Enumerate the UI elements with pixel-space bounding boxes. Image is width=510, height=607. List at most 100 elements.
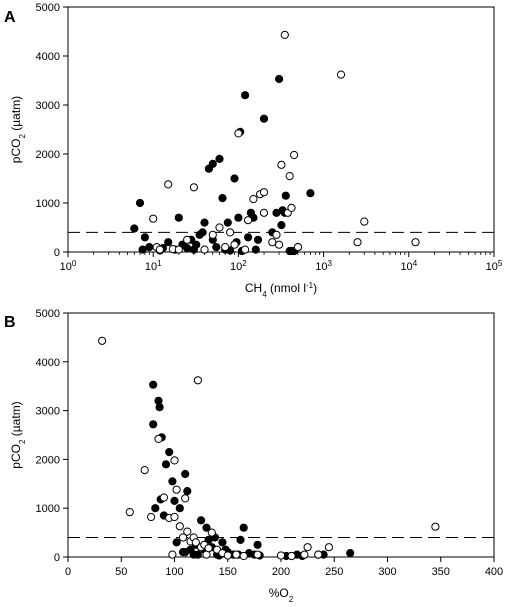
- filled-data-point: [140, 233, 149, 242]
- y-tick-label: 4000: [36, 51, 60, 63]
- y-tick-label: 4000: [36, 357, 60, 369]
- x-axis-title: %O2: [269, 586, 294, 604]
- x-tick-label: 104: [400, 259, 417, 274]
- hollow-data-point: [360, 217, 369, 226]
- hollow-data-point: [149, 214, 158, 223]
- hollow-data-point: [221, 243, 230, 252]
- x-tick-label: 300: [378, 566, 396, 578]
- panel-label: A: [4, 9, 16, 26]
- filled-data-point: [165, 448, 174, 457]
- filled-data-point: [236, 535, 245, 545]
- y-tick-label: 3000: [36, 100, 60, 112]
- x-tick-label: 101: [145, 259, 162, 274]
- hollow-data-point: [98, 336, 107, 345]
- filled-data-point: [183, 487, 192, 496]
- filled-data-point: [281, 191, 290, 200]
- x-tick-label: 50: [115, 566, 127, 578]
- hollow-data-point: [249, 195, 258, 204]
- filled-data-point: [218, 194, 227, 203]
- hollow-data-point: [183, 527, 192, 536]
- filled-data-point: [168, 477, 177, 486]
- filled-data-point: [212, 243, 221, 252]
- hollow-data-point: [140, 466, 149, 475]
- filled-data-point: [193, 550, 202, 559]
- filled-data-point: [170, 496, 179, 505]
- x-tick-label: 150: [219, 566, 237, 578]
- filled-data-point: [259, 114, 269, 123]
- hollow-data-point: [168, 550, 177, 559]
- plot-frame: [67, 312, 495, 558]
- hollow-data-point: [431, 522, 440, 531]
- filled-data-point: [145, 243, 154, 252]
- filled-data-point: [155, 403, 164, 412]
- hollow-data-point: [244, 216, 253, 225]
- filled-data-point: [241, 91, 250, 100]
- x-tick-label: 200: [272, 566, 290, 578]
- y-tick-label: 1000: [36, 198, 60, 210]
- hollow-data-point: [172, 485, 181, 494]
- filled-data-point: [239, 523, 248, 532]
- y-tick-label: 5000: [36, 308, 60, 320]
- filled-data-point: [208, 159, 217, 168]
- filled-data-point: [346, 549, 355, 558]
- filled-data-point: [192, 240, 201, 249]
- filled-data-point: [135, 198, 145, 208]
- hollow-data-point: [300, 550, 309, 559]
- filled-data-point: [230, 174, 239, 183]
- hollow-data-point: [230, 240, 239, 249]
- filled-data-point: [275, 74, 284, 84]
- hollow-data-point: [277, 160, 286, 169]
- x-tick-label: 102: [230, 259, 247, 274]
- hollow-data-point: [193, 376, 202, 385]
- hollow-data-point: [178, 533, 188, 542]
- filled-data-point: [175, 504, 184, 513]
- hollow-data-point: [280, 30, 289, 40]
- hollow-data-point: [200, 245, 209, 254]
- hollow-data-point: [170, 512, 179, 522]
- hollow-data-point: [191, 538, 200, 547]
- filled-data-point: [202, 523, 211, 532]
- hollow-data-point: [125, 507, 134, 517]
- hollow-data-point: [234, 129, 243, 138]
- panel-a: A 0 1000 2000 3000 4000 5000 100 101 102 103 104 105…: [4, 2, 503, 299]
- filled-data-point: [164, 238, 173, 247]
- hollow-data-point: [285, 172, 294, 181]
- y-tick-label: 0: [54, 247, 60, 259]
- hollow-data-point: [189, 183, 198, 192]
- filled-data-point: [149, 420, 158, 429]
- filled-data-point: [172, 538, 181, 547]
- hollow-data-point: [259, 208, 269, 217]
- x-tick-label: 400: [485, 566, 503, 578]
- hollow-data-point: [314, 550, 323, 559]
- y-tick-label: 2000: [36, 454, 60, 466]
- filled-data-point: [174, 213, 183, 222]
- filled-data-point: [253, 540, 262, 549]
- hollow-data-point: [207, 528, 216, 537]
- hollow-data-point: [276, 551, 286, 560]
- hollow-data-point: [147, 512, 156, 522]
- hollow-data-point: [272, 230, 281, 239]
- hollow-data-point: [223, 551, 232, 560]
- hollow-data-point: [268, 238, 277, 247]
- hollow-data-point: [155, 245, 164, 254]
- hollow-data-point: [287, 203, 296, 212]
- hollow-data-point: [293, 243, 303, 252]
- filled-data-point: [200, 218, 209, 227]
- filled-data-point: [253, 235, 263, 244]
- hollow-data-point: [287, 551, 296, 561]
- hollow-data-point: [159, 493, 168, 502]
- y-axis-title: pCO2 (µatm): [9, 401, 27, 468]
- panel-b: B 0 1000 2000 3000 4000 5000 0 50 100 150 200 250 300…: [4, 308, 503, 604]
- y-tick-label: 1000: [36, 503, 60, 515]
- hollow-data-point: [253, 550, 262, 559]
- hollow-data-point: [170, 456, 179, 465]
- hollow-data-point: [208, 230, 217, 239]
- filled-data-point: [183, 244, 192, 253]
- filled-data-point: [244, 233, 253, 242]
- hollow-data-point: [239, 551, 248, 561]
- hollow-data-point: [353, 238, 362, 247]
- filled-data-point: [161, 460, 171, 469]
- x-tick-label: 250: [325, 566, 343, 578]
- hollow-data-point: [204, 544, 213, 553]
